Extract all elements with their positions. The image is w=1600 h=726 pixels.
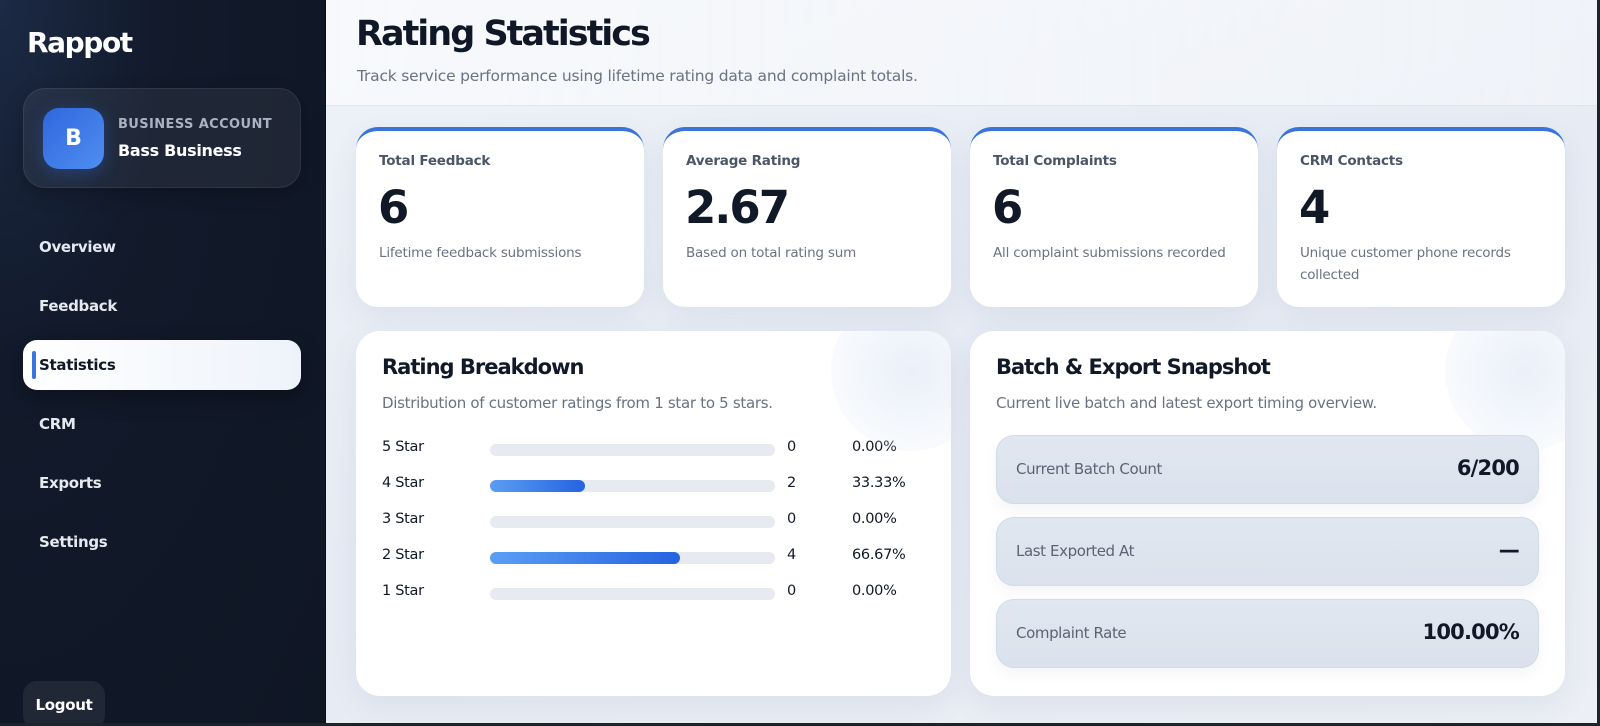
- stat-value: 2.67: [685, 181, 790, 234]
- rating-bar-track: [490, 588, 775, 600]
- main-content: Rating Statistics Track service performa…: [325, 0, 1597, 723]
- snapshot-value: —: [1498, 538, 1520, 562]
- panel-subtitle: Distribution of customer ratings from 1 …: [382, 394, 773, 412]
- stat-card-average-rating: Average Rating 2.67 Based on total ratin…: [663, 127, 951, 307]
- sidebar-nav: Overview Feedback Statistics CRM Exports…: [23, 222, 301, 576]
- rating-breakdown-panel: Rating Breakdown Distribution of custome…: [356, 331, 951, 696]
- stat-description: Based on total rating sum: [686, 245, 857, 261]
- snapshot-row-last-exported: Last Exported At —: [996, 517, 1539, 586]
- rating-label: 1 Star: [382, 583, 424, 599]
- account-name: Bass Business: [118, 141, 242, 160]
- rating-count: 0: [787, 439, 797, 455]
- stat-card-crm-contacts: CRM Contacts 4 Unique customer phone rec…: [1277, 127, 1565, 307]
- batch-export-snapshot-panel: Batch & Export Snapshot Current live bat…: [970, 331, 1565, 696]
- rating-label: 5 Star: [382, 439, 424, 455]
- rating-row-3: 3 Star 0 0.00%: [382, 503, 922, 539]
- stat-label: Total Complaints: [993, 153, 1117, 169]
- stat-label: Average Rating: [686, 153, 801, 169]
- rating-percent: 66.67%: [852, 547, 906, 563]
- sidebar: Rappot B BUSINESS ACCOUNT Bass Business …: [0, 0, 325, 723]
- rating-bar-track: [490, 516, 775, 528]
- rating-percent: 0.00%: [852, 511, 897, 527]
- panel-title: Rating Breakdown: [382, 355, 584, 379]
- sidebar-item-statistics[interactable]: Statistics: [23, 340, 301, 390]
- rating-rows: 5 Star 0 0.00% 4 Star 2 33.33% 3 Star 0 …: [382, 431, 922, 611]
- snapshot-label: Current Batch Count: [1016, 460, 1162, 478]
- sidebar-item-crm[interactable]: CRM: [39, 415, 76, 433]
- rating-label: 2 Star: [382, 547, 424, 563]
- stat-value: 6: [992, 181, 1023, 234]
- sidebar-item-settings[interactable]: Settings: [39, 533, 108, 551]
- rating-count: 0: [787, 583, 797, 599]
- rating-bar-track: [490, 480, 775, 492]
- panel-subtitle: Current live batch and latest export tim…: [996, 394, 1377, 412]
- snapshot-row-batch-count: Current Batch Count 6/200: [996, 435, 1539, 504]
- rating-bar-track: [490, 552, 775, 564]
- rating-bar-fill: [490, 552, 680, 564]
- snapshot-label: Last Exported At: [1016, 542, 1135, 560]
- stat-value: 6: [378, 181, 409, 234]
- avatar: B: [43, 108, 104, 169]
- stat-card-total-feedback: Total Feedback 6 Lifetime feedback submi…: [356, 127, 644, 307]
- rating-count: 2: [787, 475, 797, 491]
- rating-label: 4 Star: [382, 475, 424, 491]
- brand-logo: Rappot: [27, 26, 133, 59]
- rating-count: 4: [787, 547, 797, 563]
- snapshot-value: 100.00%: [1422, 620, 1520, 644]
- snapshot-label: Complaint Rate: [1016, 624, 1127, 642]
- stat-value: 4: [1299, 181, 1330, 234]
- rating-row-2: 2 Star 4 66.67%: [382, 539, 922, 575]
- rating-percent: 0.00%: [852, 583, 897, 599]
- stat-description: Lifetime feedback submissions: [379, 245, 582, 261]
- account-card: B BUSINESS ACCOUNT Bass Business: [23, 88, 301, 188]
- snapshot-value: 6/200: [1456, 456, 1520, 480]
- stat-description: Unique customer phone records collected: [1300, 245, 1511, 283]
- panel-title: Batch & Export Snapshot: [996, 355, 1271, 379]
- page-subtitle: Track service performance using lifetime…: [357, 67, 918, 85]
- rating-bar-track: [490, 444, 775, 456]
- page-title: Rating Statistics: [356, 14, 651, 54]
- snapshot-row-complaint-rate: Complaint Rate 100.00%: [996, 599, 1539, 668]
- page-header: Rating Statistics Track service performa…: [326, 0, 1597, 106]
- rating-percent: 0.00%: [852, 439, 897, 455]
- rating-bar-fill: [490, 480, 585, 492]
- sidebar-item-overview[interactable]: Overview: [39, 238, 116, 256]
- snapshot-rows: Current Batch Count 6/200 Last Exported …: [996, 435, 1539, 681]
- rating-row-4: 4 Star 2 33.33%: [382, 467, 922, 503]
- rating-label: 3 Star: [382, 511, 424, 527]
- stat-label: Total Feedback: [379, 153, 491, 169]
- rating-count: 0: [787, 511, 797, 527]
- sidebar-item-feedback[interactable]: Feedback: [39, 297, 118, 315]
- sidebar-item-exports[interactable]: Exports: [39, 474, 102, 492]
- logout-button[interactable]: Logout: [23, 681, 105, 723]
- account-type-label: BUSINESS ACCOUNT: [118, 117, 272, 132]
- stat-label: CRM Contacts: [1300, 153, 1403, 169]
- rating-row-1: 1 Star 0 0.00%: [382, 575, 922, 611]
- rating-row-5: 5 Star 0 0.00%: [382, 431, 922, 467]
- stat-description: All complaint submissions recorded: [993, 245, 1226, 261]
- rating-percent: 33.33%: [852, 475, 906, 491]
- stat-card-total-complaints: Total Complaints 6 All complaint submiss…: [970, 127, 1258, 307]
